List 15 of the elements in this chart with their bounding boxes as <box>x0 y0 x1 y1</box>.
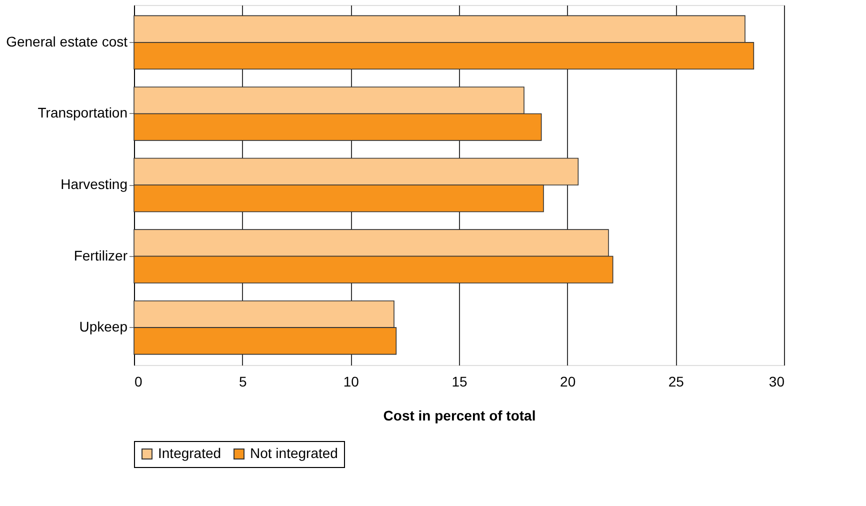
x-tick-label: 30 <box>768 374 785 390</box>
x-tick-label: 20 <box>560 374 576 390</box>
y-tick-label: General estate cost <box>6 33 128 50</box>
x-axis-title: Cost in percent of total <box>383 408 536 424</box>
x-tick-label: 25 <box>668 374 684 390</box>
x-tick-label: 0 <box>134 374 142 390</box>
x-tick-label: 15 <box>452 374 468 390</box>
x-tick-label: 10 <box>343 374 360 390</box>
y-tick-label: Fertilizer <box>74 247 128 264</box>
y-tick-label: Upkeep <box>79 318 128 335</box>
x-tick-label: 5 <box>238 374 247 390</box>
legend-label: Not integrated <box>250 445 338 461</box>
legend-label: Integrated <box>158 445 222 461</box>
y-tick-label: Transportation <box>38 104 128 121</box>
y-tick-label: Harvesting <box>60 176 128 192</box>
